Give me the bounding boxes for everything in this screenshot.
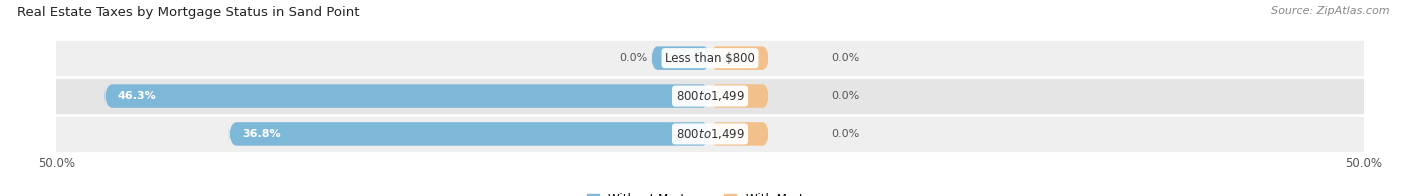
FancyBboxPatch shape [229, 122, 710, 146]
Text: Less than $800: Less than $800 [665, 52, 755, 65]
Text: 0.0%: 0.0% [831, 91, 860, 101]
Text: 46.3%: 46.3% [118, 91, 156, 101]
Text: 0.0%: 0.0% [831, 53, 860, 63]
FancyBboxPatch shape [710, 122, 769, 146]
Legend: Without Mortgage, With Mortgage: Without Mortgage, With Mortgage [588, 193, 832, 196]
Bar [56, 39, 1364, 77]
Bar [56, 115, 1364, 153]
Text: 0.0%: 0.0% [619, 53, 647, 63]
Text: 0.0%: 0.0% [831, 129, 860, 139]
FancyBboxPatch shape [104, 84, 710, 108]
FancyBboxPatch shape [710, 84, 769, 108]
Text: Source: ZipAtlas.com: Source: ZipAtlas.com [1271, 6, 1389, 16]
Text: Real Estate Taxes by Mortgage Status in Sand Point: Real Estate Taxes by Mortgage Status in … [17, 6, 360, 19]
Text: $800 to $1,499: $800 to $1,499 [675, 127, 745, 141]
Text: $800 to $1,499: $800 to $1,499 [675, 89, 745, 103]
FancyBboxPatch shape [710, 46, 769, 70]
Bar [56, 77, 1364, 115]
FancyBboxPatch shape [651, 46, 710, 70]
Text: 36.8%: 36.8% [242, 129, 281, 139]
